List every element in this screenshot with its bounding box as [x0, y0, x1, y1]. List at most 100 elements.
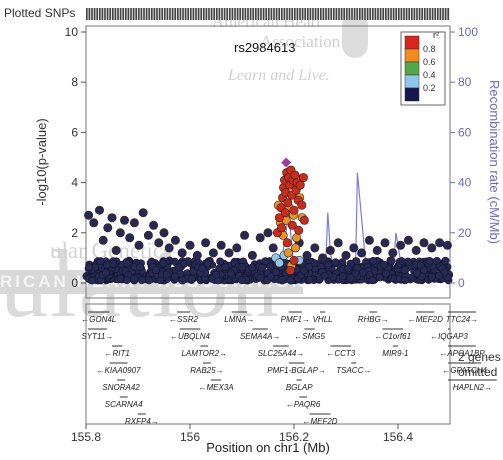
- snp-tick: [333, 8, 335, 20]
- snp-tick: [390, 8, 392, 20]
- snp-point: [154, 238, 164, 248]
- snp-tick: [135, 8, 137, 20]
- snp-tick: [426, 8, 429, 20]
- snp-tick: [166, 8, 169, 20]
- snp-tick: [379, 8, 382, 20]
- background-snp-point: [136, 263, 144, 271]
- background-snp-point: [123, 276, 131, 284]
- snp-point-high: [285, 265, 295, 275]
- y2-tick-label: 20: [458, 226, 472, 240]
- snp-tick: [164, 8, 166, 20]
- snp-tick: [153, 8, 156, 20]
- x-tick-label: 156.4: [383, 430, 413, 444]
- background-snp-point: [122, 259, 131, 268]
- gene-label: LAMTOR2→: [181, 349, 227, 358]
- background-snp-point: [85, 263, 93, 272]
- plotted-snps-track: [86, 8, 450, 20]
- background-snp-point: [212, 270, 220, 279]
- legend-label: 0.2: [423, 83, 436, 93]
- snp-tick: [197, 8, 200, 20]
- gene-label: HAPLN2→: [453, 383, 492, 392]
- lead-snp-marker: [281, 157, 292, 168]
- snp-point: [349, 243, 359, 253]
- snp-tick: [385, 8, 387, 20]
- legend-swatch: [404, 61, 420, 76]
- snp-tick: [203, 8, 205, 20]
- snp-point-high: [297, 200, 307, 210]
- background-snp-point: [428, 272, 436, 281]
- snp-tick: [364, 8, 366, 20]
- snp-point: [411, 245, 421, 255]
- gene-label: PMF1-BGLAP→: [267, 366, 326, 375]
- snp-tick: [210, 8, 213, 20]
- snp-tick: [312, 8, 314, 20]
- background-snp-point: [344, 264, 352, 273]
- y2-tick-label: 100: [458, 25, 478, 39]
- background-snp-point: [369, 256, 378, 265]
- gene-label: MIR9-1: [382, 349, 408, 358]
- background-snp-point: [272, 268, 280, 276]
- snp-point: [89, 218, 99, 228]
- snp-point: [318, 253, 328, 263]
- snp-point-mid: [292, 233, 302, 243]
- snp-point: [201, 238, 211, 248]
- snp-point: [149, 220, 159, 230]
- x-axis-label: Position on chr1 (Mb): [206, 440, 330, 455]
- snp-point-high: [298, 173, 308, 183]
- snp-tick: [260, 8, 262, 20]
- background-snp-point: [397, 257, 406, 265]
- snp-tick: [327, 8, 330, 20]
- snp-point: [208, 248, 218, 258]
- snp-point-high: [287, 220, 297, 230]
- snp-tick: [309, 8, 312, 20]
- snp-point: [419, 238, 429, 248]
- snp-tick: [382, 8, 384, 20]
- snp-tick: [192, 8, 195, 20]
- background-snp-point: [375, 273, 384, 282]
- snp-tick: [299, 8, 301, 20]
- gene-label: ←CCT3: [326, 349, 355, 358]
- gene-label: BGLAP: [286, 383, 313, 392]
- background-snp-point: [109, 259, 118, 268]
- gene-label: SCARNA4: [105, 400, 143, 409]
- snp-tick: [335, 8, 338, 20]
- snp-point-high: [283, 198, 293, 208]
- background-snp-point: [187, 274, 196, 283]
- scatter-points: [82, 157, 453, 285]
- background-snp-point: [401, 276, 409, 285]
- legend-title: r²: [433, 30, 439, 40]
- snp-tick: [213, 8, 215, 20]
- background-snp-point: [413, 269, 421, 278]
- snp-point-high: [274, 213, 284, 223]
- background-snp-point: [368, 276, 377, 285]
- snp-point: [164, 243, 174, 253]
- snp-tick: [291, 8, 293, 20]
- snp-tick: [405, 8, 408, 20]
- snp-tick: [268, 8, 270, 20]
- snp-tick: [91, 8, 93, 20]
- snp-tick: [356, 8, 358, 20]
- snp-tick: [101, 8, 104, 20]
- snp-tick: [278, 8, 280, 20]
- snp-point: [111, 245, 121, 255]
- background-snp-point: [227, 269, 235, 278]
- snp-tick: [325, 8, 327, 20]
- snp-tick: [140, 8, 143, 20]
- snp-tick: [182, 8, 184, 20]
- background-snp-point: [180, 259, 189, 268]
- snp-point-high: [290, 170, 300, 180]
- background-snp-point: [346, 273, 355, 282]
- background-snp-point: [310, 259, 319, 267]
- background-snp-point: [324, 260, 333, 269]
- snp-tick: [372, 8, 374, 20]
- legend-swatch: [404, 87, 420, 102]
- snp-tick: [424, 8, 426, 20]
- snp-tick: [294, 8, 296, 20]
- snp-point: [115, 228, 125, 238]
- background-snp-point: [162, 270, 171, 279]
- r2-legend: r² 0.8 0.6 0.4 0.2: [400, 30, 446, 106]
- snp-point: [120, 215, 130, 225]
- background-snp-point: [400, 266, 409, 274]
- background-snp-point: [238, 263, 247, 271]
